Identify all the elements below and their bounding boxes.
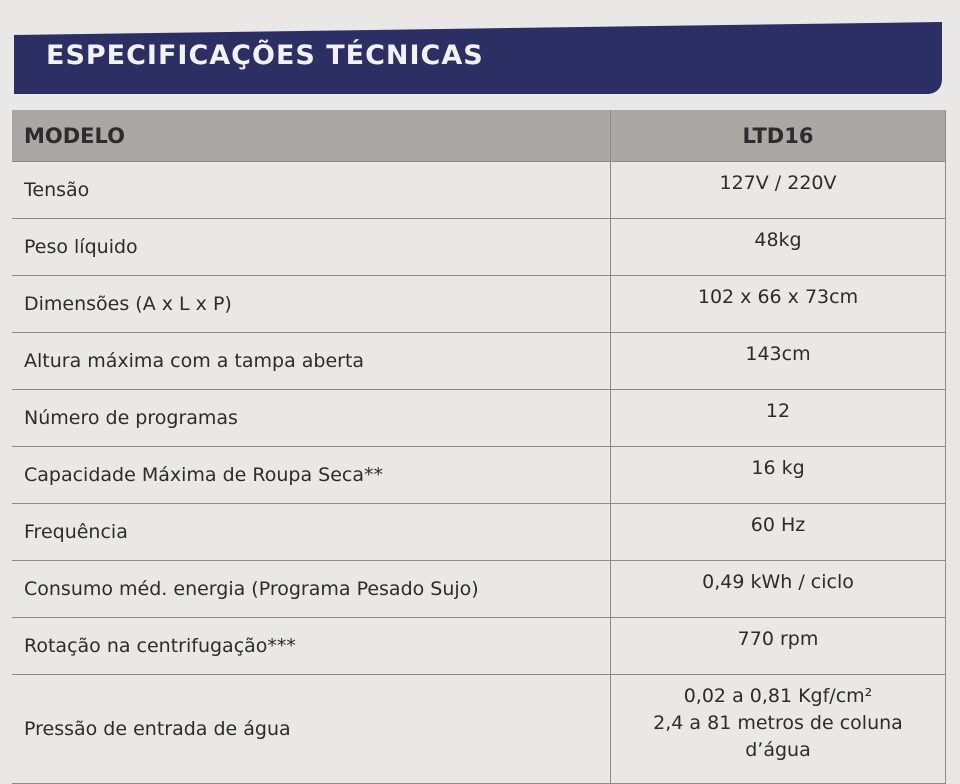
spec-label: Peso líquido [12,218,611,276]
spec-label: Tensão [12,161,611,219]
table-row: Tensão 127V / 220V [12,161,946,219]
spec-value: 0,02 a 0,81 Kgf/cm² 2,4 a 81 metros de co… [610,674,946,784]
spec-value-line: 2,4 a 81 metros de coluna [653,712,903,734]
spec-label: Capacidade Máxima de Roupa Seca** [12,446,611,504]
table-row: Consumo méd. energia (Programa Pesado Su… [12,560,946,618]
spec-value: 12 [610,389,946,447]
spec-value: 102 x 66 x 73cm [610,275,946,333]
spec-value: 143cm [610,332,946,390]
spec-value: 127V / 220V [610,161,946,219]
table-row: Pressão de entrada de água 0,02 a 0,81 Kg… [12,674,946,784]
table-header-row: MODELO LTD16 [12,110,946,162]
spec-value: 48kg [610,218,946,276]
table-row: Altura máxima com a tampa aberta 143cm [12,332,946,390]
table-row: Frequência 60 Hz [12,503,946,561]
spec-label: Altura máxima com a tampa aberta [12,332,611,390]
spec-label: Frequência [12,503,611,561]
table-row: Rotação na centrifugação*** 770 rpm [12,617,946,675]
header-model: LTD16 [610,110,946,162]
table-row: Número de programas 12 [12,389,946,447]
table-row: Capacidade Máxima de Roupa Seca** 16 kg [12,446,946,504]
page-title: ESPECIFICAÇÕES TÉCNICAS [46,40,484,71]
spec-table: MODELO LTD16 Tensão 127V / 220V Peso líqui… [12,110,946,784]
table-row: Dimensões (A x L x P) 102 x 66 x 73cm [12,275,946,333]
header-label: MODELO [12,110,611,162]
spec-value: 770 rpm [610,617,946,675]
spec-value-line: d’água [745,739,811,761]
spec-label: Consumo méd. energia (Programa Pesado Su… [12,560,611,618]
spec-value-line: 0,02 a 0,81 Kgf/cm² [683,685,873,707]
table-row: Peso líquido 48kg [12,218,946,276]
spec-label: Dimensões (A x L x P) [12,275,611,333]
title-banner [14,22,942,94]
spec-value: 16 kg [610,446,946,504]
spec-label: Rotação na centrifugação*** [12,617,611,675]
spec-label: Número de programas [12,389,611,447]
spec-value: 60 Hz [610,503,946,561]
spec-value: 0,49 kWh / ciclo [610,560,946,618]
spec-label: Pressão de entrada de água [12,674,611,784]
